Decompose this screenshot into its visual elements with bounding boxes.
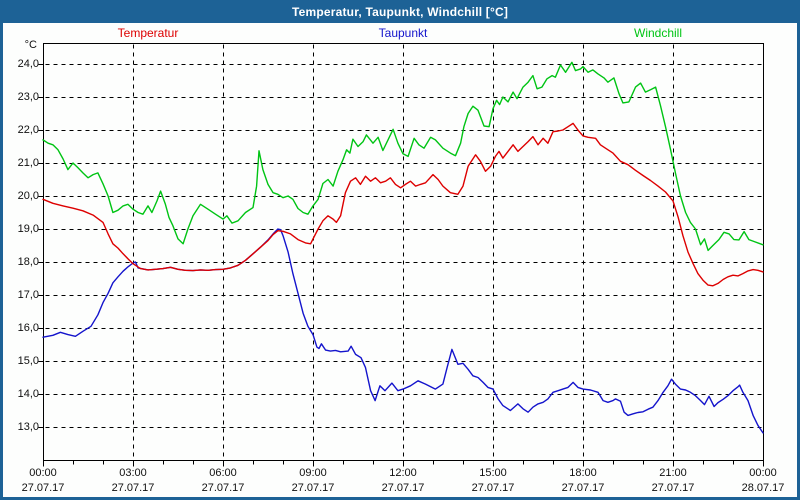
x-axis-date-label: 27.07.17 (201, 482, 245, 494)
x-axis-time-label: 00:00 (29, 467, 57, 479)
x-axis-date-label: 27.07.17 (291, 482, 335, 494)
x-axis-time-label: 15:00 (479, 467, 507, 479)
y-axis-tick-label: 18,0 (17, 256, 39, 268)
y-axis-unit-label: °C (24, 39, 37, 51)
y-axis-tick-label: 21,0 (17, 157, 39, 169)
x-axis-date-label: 27.07.17 (381, 482, 425, 494)
y-axis-tick-label: 19,0 (17, 223, 39, 235)
x-axis-time-label: 18:00 (569, 467, 597, 479)
x-axis-time-label: 12:00 (389, 467, 417, 479)
x-axis-date-label: 27.07.17 (471, 482, 515, 494)
legend-item-taupunkt: Taupunkt (378, 26, 428, 40)
legend-item-temperatur: Temperatur (117, 26, 179, 40)
x-axis-time-label: 21:00 (659, 467, 687, 479)
y-axis-tick-label: 14,0 (17, 388, 39, 400)
y-axis-tick-label: 17,0 (17, 289, 39, 301)
y-axis-tick-label: 20,0 (17, 190, 39, 202)
x-axis-time-label: 03:00 (119, 467, 147, 479)
x-axis-time-label: 00:00 (749, 467, 777, 479)
y-axis-tick-label: 15,0 (17, 355, 39, 367)
x-axis-date-label: 28.07.17 (741, 482, 785, 494)
window-titlebar: Temperatur, Taupunkt, Windchill [°C] (3, 0, 797, 23)
y-axis-tick-label: 22,0 (17, 124, 39, 136)
y-axis-tick-label: 16,0 (17, 322, 39, 334)
gridlines (38, 43, 764, 467)
x-axis-time-label: 09:00 (299, 467, 327, 479)
legend-item-windchill: Windchill (633, 26, 683, 40)
x-axis-date-label: 27.07.17 (21, 482, 65, 494)
y-axis-tick-label: 13,0 (17, 421, 39, 433)
x-axis-date-label: 27.07.17 (111, 482, 155, 494)
x-axis-time-label: 06:00 (209, 467, 237, 479)
plot-frame (43, 43, 764, 461)
y-axis-tick-label: 24,0 (17, 58, 39, 70)
y-axis-tick-label: 23,0 (17, 91, 39, 103)
series-line-windchill (42, 61, 764, 252)
series-line-temperatur (42, 122, 764, 287)
series-line-taupunkt (42, 228, 764, 434)
chart-plot-area (38, 43, 764, 467)
x-axis-date-label: 27.07.17 (561, 482, 605, 494)
x-axis-date-label: 27.07.17 (651, 482, 695, 494)
window-title: Temperatur, Taupunkt, Windchill [°C] (291, 4, 509, 19)
